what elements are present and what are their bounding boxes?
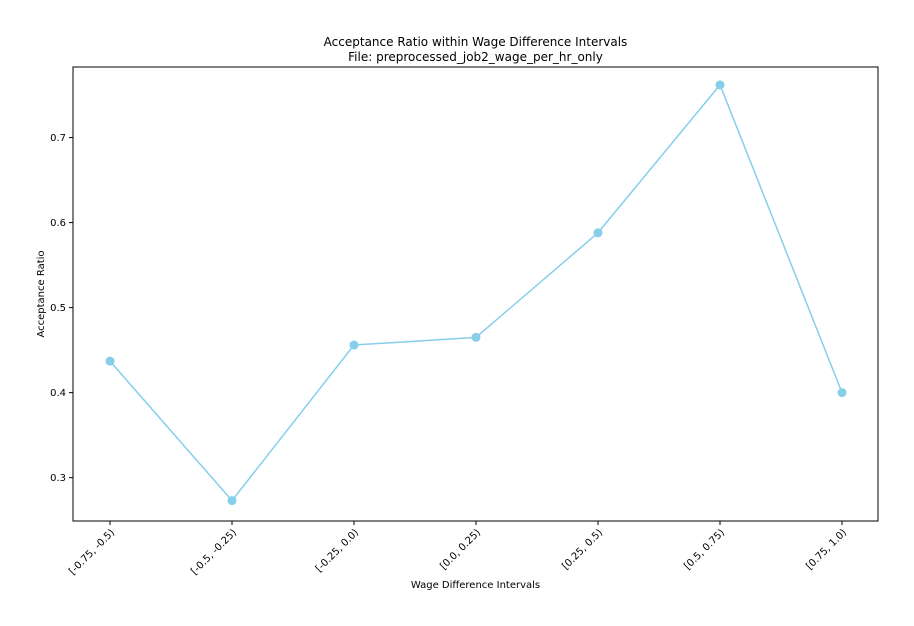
chart-title: Acceptance Ratio within Wage Difference … — [324, 35, 628, 49]
x-tick-label: [0.75, 1.0) — [804, 527, 849, 572]
x-tick-label: [-0.5, -0.25) — [189, 527, 239, 577]
y-axis: 0.3 0.4 0.5 0.6 0.7 — [50, 133, 73, 484]
series-line — [109, 83, 843, 502]
x-axis: [-0.75, -0.5) [-0.5, -0.25) [-0.25, 0.0) [0… — [67, 521, 849, 577]
x-axis-label: Wage Difference Intervals — [411, 580, 540, 591]
y-tick-label: 0.3 — [50, 473, 66, 484]
series-acceptance-ratio — [105, 80, 847, 506]
data-point — [837, 388, 847, 398]
x-tick-label: [-0.75, -0.5) — [67, 527, 117, 577]
data-point — [105, 356, 115, 366]
x-tick-label: [0.0, 0.25) — [438, 527, 483, 572]
data-point — [715, 80, 725, 90]
data-point — [349, 340, 359, 350]
plot-area-frame — [72, 66, 879, 522]
x-tick-label: [0.25, 0.5) — [560, 527, 605, 572]
chart-subtitle: File: preprocessed_job2_wage_per_hr_only — [348, 50, 603, 64]
x-tick-label: [0.5, 0.75) — [682, 527, 727, 572]
y-tick-label: 0.5 — [50, 303, 66, 314]
x-tick-label: [-0.25, 0.0) — [314, 527, 361, 574]
data-point — [227, 496, 237, 506]
y-axis-label: Acceptance Ratio — [36, 250, 47, 337]
y-tick-label: 0.6 — [50, 218, 66, 229]
data-point — [593, 228, 603, 238]
y-tick-label: 0.7 — [50, 133, 66, 144]
y-tick-label: 0.4 — [50, 388, 66, 399]
data-point — [471, 332, 481, 342]
